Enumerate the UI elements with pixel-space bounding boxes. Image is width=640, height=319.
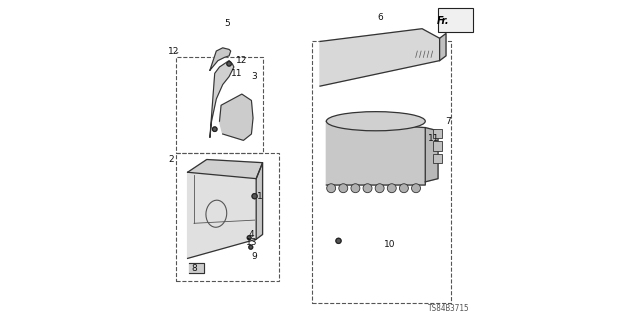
Circle shape [227, 62, 231, 66]
Text: 5: 5 [225, 19, 230, 28]
Text: 6: 6 [378, 13, 383, 22]
Circle shape [247, 236, 251, 240]
Polygon shape [210, 61, 234, 137]
Text: 2: 2 [169, 155, 175, 164]
FancyBboxPatch shape [433, 154, 442, 163]
Text: 10: 10 [385, 240, 396, 249]
FancyBboxPatch shape [433, 141, 442, 151]
Circle shape [326, 184, 335, 193]
Polygon shape [220, 94, 253, 140]
Ellipse shape [326, 112, 425, 131]
Text: 4: 4 [248, 230, 254, 239]
Polygon shape [326, 121, 425, 185]
Circle shape [351, 184, 360, 193]
Circle shape [339, 184, 348, 193]
Polygon shape [440, 33, 446, 61]
Circle shape [252, 194, 257, 199]
Text: 1: 1 [257, 192, 262, 201]
Text: 12: 12 [168, 47, 180, 56]
Text: Fr.: Fr. [436, 16, 449, 26]
Circle shape [249, 245, 253, 249]
Text: 11: 11 [231, 69, 243, 78]
Polygon shape [210, 48, 230, 70]
Polygon shape [189, 263, 204, 273]
Text: 7: 7 [445, 117, 451, 126]
FancyBboxPatch shape [438, 8, 473, 32]
Text: TS84B3715: TS84B3715 [428, 304, 470, 313]
FancyBboxPatch shape [433, 129, 442, 138]
Polygon shape [188, 172, 256, 258]
Circle shape [412, 184, 420, 193]
Circle shape [375, 184, 384, 193]
Circle shape [336, 238, 341, 243]
Text: 9: 9 [252, 252, 257, 261]
Circle shape [387, 184, 396, 193]
Polygon shape [188, 160, 262, 179]
Text: 3: 3 [252, 72, 257, 81]
Text: 11: 11 [428, 134, 439, 143]
Circle shape [399, 184, 408, 193]
Text: 12: 12 [236, 56, 248, 65]
Circle shape [363, 184, 372, 193]
Circle shape [212, 127, 217, 131]
Text: 8: 8 [191, 264, 197, 273]
Text: 13: 13 [246, 238, 257, 247]
Polygon shape [320, 29, 440, 86]
Polygon shape [256, 163, 262, 239]
Polygon shape [425, 128, 438, 182]
